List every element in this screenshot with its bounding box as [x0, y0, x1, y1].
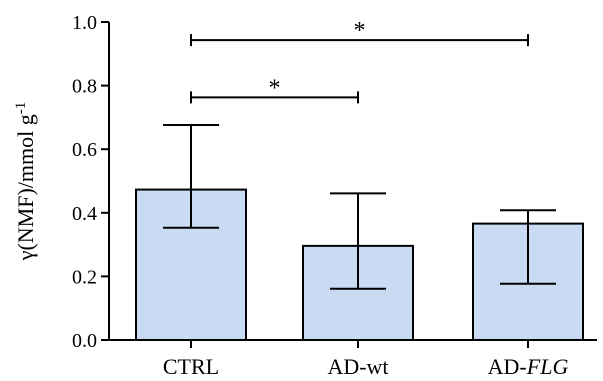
y-tick-label: 0.6	[72, 139, 97, 161]
category-label: CTRL	[163, 354, 219, 379]
y-axis-label: γ(NMF)/mmol g-1	[13, 102, 38, 262]
y-tick-label: 1.0	[72, 12, 97, 34]
y-tick-label: 0.2	[72, 266, 97, 288]
plot-layer: 0.0 0.2 0.4 0.6 0.8 1.0 CTRL AD-wt AD-FLG * * γ(NMF…	[13, 12, 597, 379]
category-label: AD-wt	[327, 354, 388, 379]
y-tick-label: 0.4	[72, 203, 97, 225]
y-tick-label: 0.8	[72, 76, 97, 98]
y-tick-label: 0.0	[72, 330, 97, 352]
significance-label: *	[269, 75, 281, 101]
significance-label: *	[354, 18, 366, 44]
category-label: AD-FLG	[488, 354, 569, 379]
